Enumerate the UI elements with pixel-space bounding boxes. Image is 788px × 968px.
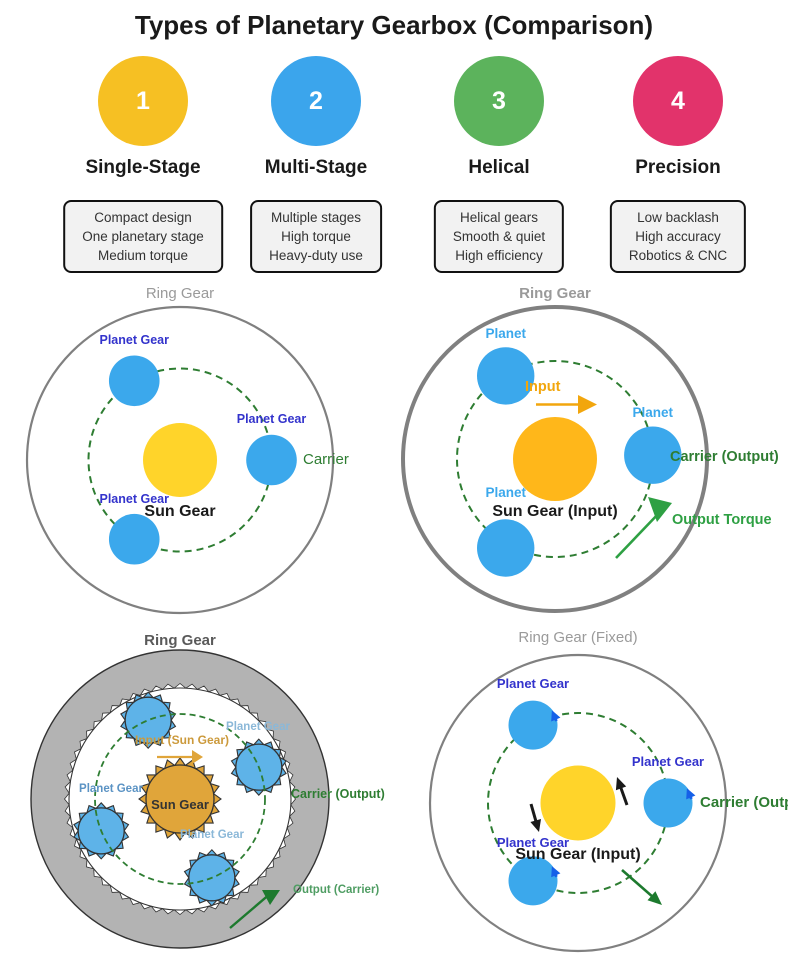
svg-text:Sun Gear: Sun Gear <box>151 797 209 812</box>
svg-text:Planet Gear: Planet Gear <box>632 754 704 769</box>
svg-text:Input: Input <box>525 379 561 395</box>
svg-text:Planet Gear: Planet Gear <box>180 829 244 841</box>
svg-text:Ring Gear (Fixed): Ring Gear (Fixed) <box>518 629 637 646</box>
svg-text:Carrier (Output): Carrier (Output) <box>291 787 385 801</box>
svg-text:Ring Gear: Ring Gear <box>144 632 216 649</box>
svg-text:Planet Gear: Planet Gear <box>497 676 569 691</box>
svg-text:Sun Gear (Input): Sun Gear (Input) <box>515 846 640 863</box>
svg-text:Planet: Planet <box>485 326 526 341</box>
svg-text:Input (Sun Gear): Input (Sun Gear) <box>135 733 229 747</box>
svg-text:Sun Gear (Input): Sun Gear (Input) <box>492 503 617 520</box>
svg-text:Planet: Planet <box>633 405 674 420</box>
svg-text:Planet Gear: Planet Gear <box>237 412 307 426</box>
svg-text:Ring Gear: Ring Gear <box>146 285 214 302</box>
svg-text:Output (Carrier): Output (Carrier) <box>293 884 379 896</box>
svg-text:Ring Gear: Ring Gear <box>519 285 591 302</box>
svg-text:Planet: Planet <box>485 485 526 500</box>
svg-text:Carrier: Carrier <box>303 451 349 468</box>
svg-text:Planet Gear: Planet Gear <box>79 783 143 795</box>
svg-text:Planet Gear: Planet Gear <box>100 333 170 347</box>
svg-text:Output Torque: Output Torque <box>672 512 772 528</box>
svg-text:Carrier (Output): Carrier (Output) <box>700 794 788 811</box>
svg-text:Sun Gear: Sun Gear <box>144 503 215 520</box>
svg-text:Carrier (Output): Carrier (Output) <box>670 449 779 465</box>
svg-text:Planet Gear: Planet Gear <box>226 721 290 733</box>
